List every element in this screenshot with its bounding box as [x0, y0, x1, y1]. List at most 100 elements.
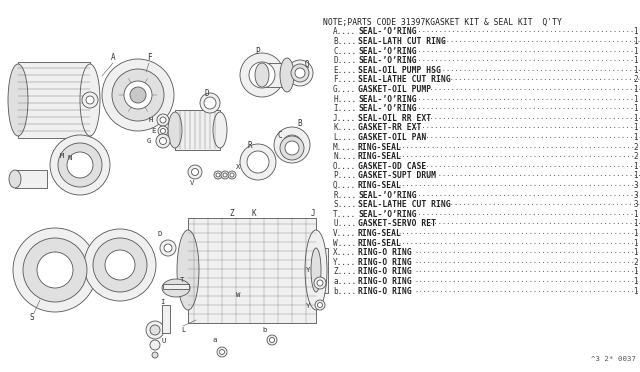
Ellipse shape — [287, 60, 313, 86]
Ellipse shape — [213, 112, 227, 148]
Ellipse shape — [295, 68, 305, 78]
Text: U....: U.... — [333, 219, 356, 228]
Text: 2: 2 — [634, 76, 638, 84]
Text: SEAL-’O’RING: SEAL-’O’RING — [358, 104, 417, 113]
Text: 3: 3 — [634, 200, 638, 209]
Ellipse shape — [200, 93, 220, 113]
Text: V: V — [190, 180, 194, 186]
Text: R: R — [248, 141, 252, 151]
Text: ..............................................................................: ........................................… — [413, 124, 640, 129]
Text: K: K — [252, 208, 256, 218]
Text: X....: X.... — [333, 248, 356, 257]
Ellipse shape — [84, 229, 156, 301]
Text: ..............................................................................: ........................................… — [414, 258, 640, 264]
Text: Q....: Q.... — [333, 181, 356, 190]
Text: A....: A.... — [333, 28, 356, 36]
Text: H: H — [149, 117, 153, 123]
Text: 1: 1 — [634, 56, 638, 65]
Ellipse shape — [204, 97, 216, 109]
Text: R....: R.... — [333, 191, 356, 200]
Ellipse shape — [50, 135, 110, 195]
Text: SEAL-’O’RING: SEAL-’O’RING — [358, 56, 417, 65]
Ellipse shape — [146, 321, 164, 339]
Text: D: D — [205, 90, 209, 99]
Text: ................................................................................: ........................................… — [409, 56, 640, 62]
Text: Z....: Z.... — [333, 267, 356, 276]
Text: 1: 1 — [634, 28, 638, 36]
Text: I....: I.... — [333, 104, 356, 113]
Text: 1: 1 — [634, 162, 638, 171]
Ellipse shape — [159, 138, 166, 144]
Text: Q: Q — [305, 60, 309, 68]
Bar — [15, 170, 47, 188]
Text: X: X — [236, 164, 240, 170]
Ellipse shape — [168, 112, 182, 148]
Ellipse shape — [291, 64, 309, 82]
Ellipse shape — [23, 238, 87, 302]
Text: ................................................................................: ........................................… — [397, 229, 640, 235]
Ellipse shape — [152, 352, 158, 358]
Ellipse shape — [158, 126, 168, 136]
Text: J....: J.... — [333, 114, 356, 123]
Text: ................................................................................: ........................................… — [397, 181, 640, 187]
Text: ................................................................................: ........................................… — [397, 239, 640, 245]
Bar — [188, 218, 316, 323]
Ellipse shape — [162, 279, 190, 297]
Text: 2: 2 — [634, 143, 638, 152]
Text: Y....: Y.... — [333, 258, 356, 267]
Ellipse shape — [280, 136, 304, 160]
Text: E....: E.... — [333, 66, 356, 75]
Ellipse shape — [240, 53, 284, 97]
Ellipse shape — [8, 64, 28, 136]
Text: SEAL-LATHE CUT RING: SEAL-LATHE CUT RING — [358, 200, 451, 209]
Text: ......................................................................: ........................................… — [437, 76, 640, 81]
Text: 3: 3 — [634, 181, 638, 190]
Bar — [163, 284, 189, 289]
Text: GASKET-OD CASE: GASKET-OD CASE — [358, 162, 426, 171]
Text: SEAL-OIL PUMP HSG: SEAL-OIL PUMP HSG — [358, 66, 441, 75]
Ellipse shape — [317, 302, 323, 308]
Text: W....: W.... — [333, 239, 356, 248]
Text: GASKET-SERVO RET: GASKET-SERVO RET — [358, 219, 436, 228]
Text: 1: 1 — [634, 47, 638, 56]
Text: 1: 1 — [634, 133, 638, 142]
Text: 1: 1 — [634, 219, 638, 228]
Text: 1: 1 — [634, 104, 638, 113]
Text: ................................................................................: ........................................… — [397, 152, 640, 158]
Ellipse shape — [249, 62, 275, 88]
Text: W: W — [236, 292, 240, 298]
Text: G....: G.... — [333, 85, 356, 94]
Ellipse shape — [150, 340, 160, 350]
Ellipse shape — [214, 171, 222, 179]
Ellipse shape — [315, 300, 325, 310]
Text: SEAL-’O’RING: SEAL-’O’RING — [358, 47, 417, 56]
Ellipse shape — [112, 69, 164, 121]
Text: K....: K.... — [333, 124, 356, 132]
Ellipse shape — [161, 128, 166, 134]
Bar — [175, 110, 220, 150]
Ellipse shape — [269, 337, 275, 343]
Ellipse shape — [105, 250, 135, 280]
Text: I: I — [160, 299, 164, 305]
Ellipse shape — [228, 171, 236, 179]
Text: 1: 1 — [634, 37, 638, 46]
Text: 1: 1 — [634, 267, 638, 276]
Text: 2: 2 — [634, 152, 638, 161]
Ellipse shape — [314, 277, 326, 289]
Ellipse shape — [82, 92, 98, 108]
Bar — [18, 62, 90, 138]
Text: B....: B.... — [333, 37, 356, 46]
Ellipse shape — [164, 244, 172, 252]
Ellipse shape — [255, 63, 269, 87]
Text: L: L — [181, 327, 185, 333]
Ellipse shape — [100, 245, 140, 285]
Text: ......................................................................: ........................................… — [437, 200, 640, 206]
Ellipse shape — [67, 152, 93, 178]
Text: SEAL-’O’RING: SEAL-’O’RING — [358, 28, 417, 36]
Text: ................................................................................: ........................................… — [397, 143, 640, 149]
Text: L....: L.... — [333, 133, 356, 142]
Ellipse shape — [311, 248, 321, 292]
Text: ................................................................................: ........................................… — [409, 191, 640, 197]
Ellipse shape — [217, 347, 227, 357]
Text: RING-O RING: RING-O RING — [358, 248, 412, 257]
